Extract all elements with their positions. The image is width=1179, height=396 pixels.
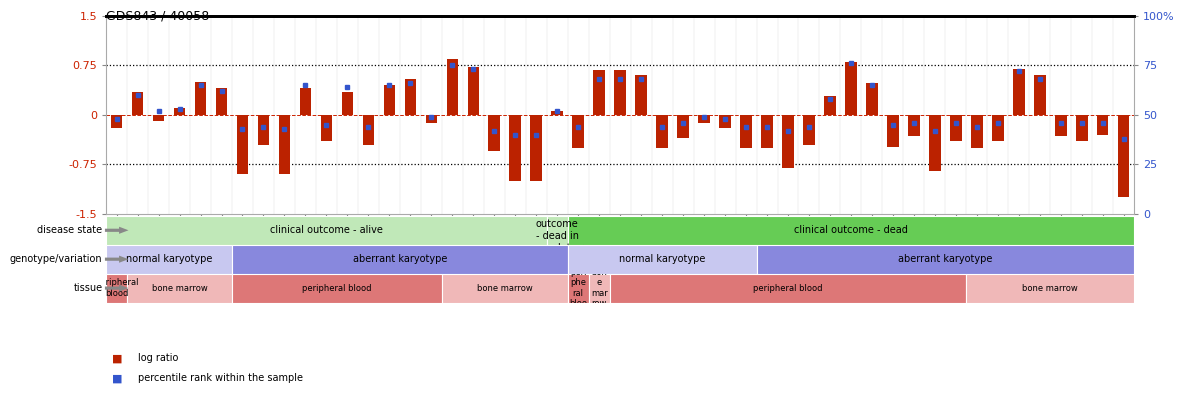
Bar — [111, 115, 123, 128]
Bar — [719, 115, 731, 128]
Bar — [614, 70, 626, 115]
Text: peripheral blood: peripheral blood — [302, 284, 371, 293]
Bar — [867, 83, 877, 115]
Bar — [929, 115, 941, 171]
Bar — [950, 115, 962, 141]
Bar — [593, 70, 605, 115]
Bar — [509, 115, 521, 181]
Text: clinical outcome - dead: clinical outcome - dead — [793, 225, 908, 235]
Bar — [383, 85, 395, 115]
Text: percentile rank within the sample: percentile rank within the sample — [138, 373, 303, 383]
Bar — [531, 115, 542, 181]
Bar — [258, 115, 269, 145]
Bar — [971, 115, 982, 148]
Bar — [803, 115, 815, 145]
Bar — [908, 115, 920, 136]
Bar — [127, 274, 232, 303]
Text: bone marrow: bone marrow — [476, 284, 533, 293]
Text: normal karyotype: normal karyotype — [619, 254, 705, 264]
Bar — [568, 245, 757, 274]
Bar — [173, 108, 185, 115]
Bar — [342, 92, 354, 115]
Bar — [468, 67, 479, 115]
Bar — [1055, 115, 1067, 136]
Text: normal karyotype: normal karyotype — [126, 254, 212, 264]
Bar — [363, 115, 374, 145]
Bar — [635, 75, 647, 115]
Bar — [216, 88, 228, 115]
Bar — [740, 115, 752, 148]
Text: peripheral blood: peripheral blood — [753, 284, 823, 293]
Text: clinical outcome - alive: clinical outcome - alive — [270, 225, 383, 235]
Text: bon
e
mar
row: bon e mar row — [591, 268, 607, 308]
Text: GDS843 / 40058: GDS843 / 40058 — [106, 10, 210, 23]
Text: peripheral
blood: peripheral blood — [94, 278, 138, 298]
Bar — [992, 115, 1003, 141]
Bar — [153, 115, 164, 122]
Bar — [610, 274, 967, 303]
Bar — [106, 216, 547, 245]
Bar — [488, 115, 500, 151]
Bar — [573, 115, 584, 148]
Text: ■: ■ — [112, 373, 123, 383]
Text: tissue: tissue — [73, 283, 103, 293]
Bar — [1034, 75, 1046, 115]
Bar — [132, 92, 144, 115]
Text: genotype/variation: genotype/variation — [9, 254, 103, 264]
Bar — [106, 245, 232, 274]
Bar — [657, 115, 667, 148]
Bar — [1013, 69, 1025, 115]
Bar — [782, 115, 793, 168]
Bar — [442, 274, 568, 303]
Bar — [232, 245, 568, 274]
Bar — [195, 82, 206, 115]
Bar — [1096, 115, 1108, 135]
Bar — [887, 115, 898, 147]
Bar — [698, 115, 710, 123]
Text: aberrant karyotype: aberrant karyotype — [898, 254, 993, 264]
Bar — [232, 274, 442, 303]
Bar — [677, 115, 689, 138]
Bar — [845, 62, 857, 115]
Bar — [404, 78, 416, 115]
Text: bone marrow: bone marrow — [1022, 284, 1078, 293]
Bar — [757, 245, 1134, 274]
Bar — [588, 274, 610, 303]
Bar — [447, 59, 459, 115]
Text: bone marrow: bone marrow — [152, 284, 208, 293]
Text: log ratio: log ratio — [138, 353, 178, 364]
Bar — [1118, 115, 1129, 197]
Bar — [568, 216, 1134, 245]
Bar — [1076, 115, 1087, 141]
Bar — [426, 115, 437, 123]
Bar — [568, 274, 588, 303]
Text: disease state: disease state — [38, 225, 103, 235]
Text: ■: ■ — [112, 353, 123, 364]
Bar — [547, 216, 568, 245]
Bar — [967, 274, 1134, 303]
Bar — [299, 88, 311, 115]
Text: aberrant karyotype: aberrant karyotype — [353, 254, 447, 264]
Bar — [106, 274, 127, 303]
Bar — [237, 115, 249, 174]
Text: peri
phe
ral
bloo: peri phe ral bloo — [569, 268, 587, 308]
Bar — [552, 111, 564, 115]
Bar — [762, 115, 772, 148]
Text: clinical
outcome
- dead in
complete r: clinical outcome - dead in complete r — [531, 208, 584, 253]
Bar — [278, 115, 290, 174]
Bar — [824, 96, 836, 115]
Bar — [321, 115, 332, 141]
